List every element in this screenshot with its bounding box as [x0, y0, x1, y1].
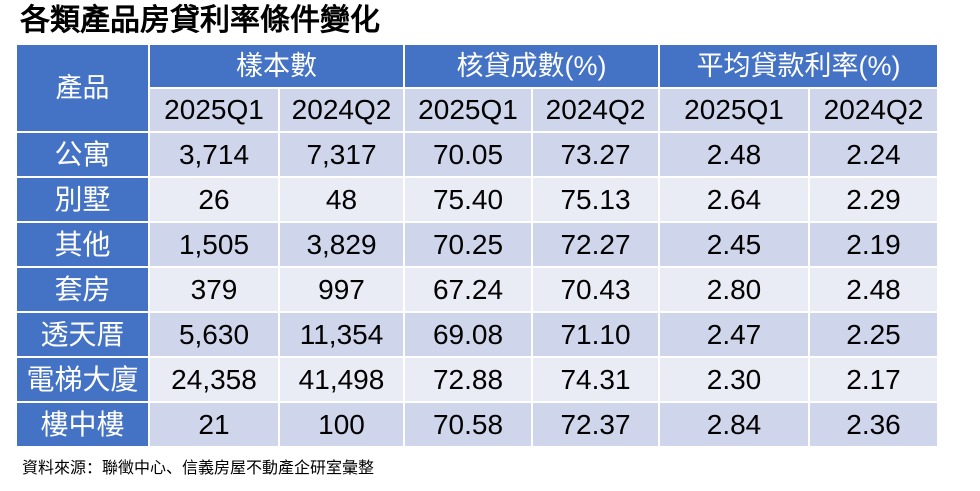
table-cell: 72.88 — [405, 358, 531, 401]
table-cell: 2.64 — [660, 178, 808, 221]
row-label: 公寓 — [17, 133, 148, 176]
table-cell: 2.25 — [810, 313, 937, 356]
table-cell: 70.05 — [405, 133, 531, 176]
table-cell: 69.08 — [405, 313, 531, 356]
data-table: 產品 樣本數 2025Q1 2024Q2 核貸成數(%) 2025Q1 2024Q2 平均貸款… — [17, 45, 937, 446]
table-cell: 2.48 — [660, 133, 808, 176]
table-cell: 48 — [280, 178, 403, 221]
table-cell: 26 — [150, 178, 278, 221]
table-cell: 5,630 — [150, 313, 278, 356]
table-cell: 67.24 — [405, 268, 531, 311]
table-cell: 3,829 — [280, 223, 403, 266]
table-cell: 75.40 — [405, 178, 531, 221]
row-label: 其他 — [17, 223, 148, 266]
table-cell: 2.48 — [810, 268, 937, 311]
column-group-header: 樣本數 — [150, 45, 403, 87]
table-cell: 72.37 — [533, 403, 658, 446]
table-cell: 2.30 — [660, 358, 808, 401]
column-period-header: 2024Q2 — [280, 89, 403, 131]
table-cell: 2.29 — [810, 178, 937, 221]
table-cell: 7,317 — [280, 133, 403, 176]
column-group-header: 核貸成數(%) — [405, 45, 658, 87]
table-cell: 2.17 — [810, 358, 937, 401]
table-cell: 2.24 — [810, 133, 937, 176]
column-period-header: 2025Q1 — [150, 89, 278, 131]
table-cell: 74.31 — [533, 358, 658, 401]
table-cell: 2.47 — [660, 313, 808, 356]
column-period-header: 2024Q2 — [533, 89, 658, 131]
table-cell: 70.43 — [533, 268, 658, 311]
table-cell: 2.19 — [810, 223, 937, 266]
row-label: 別墅 — [17, 178, 148, 221]
table-cell: 3,714 — [150, 133, 278, 176]
table-cell: 24,358 — [150, 358, 278, 401]
column-period-header: 2025Q1 — [660, 89, 808, 131]
column-group-header: 平均貸款利率(%) — [660, 45, 937, 87]
table-cell: 100 — [280, 403, 403, 446]
table-cell: 73.27 — [533, 133, 658, 176]
table-cell: 1,505 — [150, 223, 278, 266]
table-cell: 41,498 — [280, 358, 403, 401]
column-period-header: 2025Q1 — [405, 89, 531, 131]
table-cell: 70.25 — [405, 223, 531, 266]
table-cell: 379 — [150, 268, 278, 311]
table-cell: 70.58 — [405, 403, 531, 446]
row-label: 樓中樓 — [17, 403, 148, 446]
table-cell: 11,354 — [280, 313, 403, 356]
table-cell: 2.45 — [660, 223, 808, 266]
row-header-label: 產品 — [17, 45, 148, 131]
table-cell: 21 — [150, 403, 278, 446]
table-cell: 997 — [280, 268, 403, 311]
row-label: 電梯大廈 — [17, 358, 148, 401]
table-cell: 72.27 — [533, 223, 658, 266]
table-cell: 2.84 — [660, 403, 808, 446]
column-period-header: 2024Q2 — [810, 89, 937, 131]
table-cell: 75.13 — [533, 178, 658, 221]
row-label: 套房 — [17, 268, 148, 311]
table-cell: 71.10 — [533, 313, 658, 356]
row-label: 透天厝 — [17, 313, 148, 356]
table-cell: 2.36 — [810, 403, 937, 446]
source-note: 資料來源：聯徵中心、信義房屋不動產企研室彙整 — [22, 460, 375, 477]
page-title: 各類產品房貸利率條件變化 — [20, 4, 380, 37]
table-cell: 2.80 — [660, 268, 808, 311]
